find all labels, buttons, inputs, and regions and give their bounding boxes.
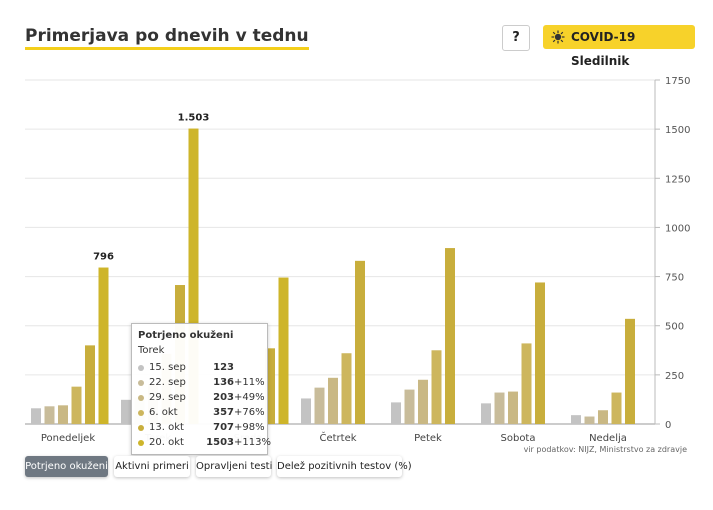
covid-tracker-label: COVID-19 Sledilnik xyxy=(571,30,636,68)
series-dot-icon xyxy=(138,425,144,431)
bar xyxy=(535,282,545,424)
bar xyxy=(341,353,352,424)
y-tick-label: 1500 xyxy=(665,125,690,136)
bar xyxy=(328,377,338,424)
bar xyxy=(85,345,95,424)
bar xyxy=(188,128,199,424)
tooltip-value: 203 xyxy=(213,392,234,403)
bar xyxy=(44,406,55,424)
data-source: vir podatkov: NIJZ, Ministrstvo za zdrav… xyxy=(523,445,687,454)
bar xyxy=(481,403,491,424)
tooltip-row: 6. okt 357 +76% xyxy=(138,407,265,421)
bar xyxy=(391,402,401,424)
tooltip-value: 707 xyxy=(213,422,234,433)
bar xyxy=(611,392,622,424)
y-tick-label: 0 xyxy=(665,420,671,431)
bar xyxy=(58,405,68,424)
tooltip-day: Torek xyxy=(138,345,165,356)
tooltip-value: 136 xyxy=(213,377,234,388)
tooltip-change: +98% xyxy=(234,422,265,433)
bar xyxy=(571,415,581,424)
covid-tracker-button[interactable]: COVID-19 Sledilnik xyxy=(543,25,695,68)
y-tick-label: 250 xyxy=(665,371,684,382)
metric-tab[interactable]: Opravljeni testi xyxy=(196,456,272,477)
bar xyxy=(625,318,635,424)
tooltip-date: 20. okt xyxy=(149,437,184,448)
tooltip-date: 15. sep xyxy=(149,362,186,373)
bar xyxy=(508,391,518,424)
bar xyxy=(98,267,109,424)
tooltip-change: +49% xyxy=(234,392,265,403)
tooltip-date: 22. sep xyxy=(149,377,186,388)
virus-icon xyxy=(551,30,565,44)
bar xyxy=(301,398,311,424)
bar xyxy=(494,392,505,424)
x-tick-label: Petek xyxy=(414,433,442,444)
metric-tab[interactable]: Delež pozitivnih testov (%) xyxy=(277,456,412,477)
data-label: 796 xyxy=(93,252,114,263)
tooltip-value: 357 xyxy=(213,407,234,418)
x-tick-label: Sobota xyxy=(501,433,536,444)
bar xyxy=(265,348,275,424)
bar xyxy=(445,248,455,424)
tooltip-row: 29. sep 203 +49% xyxy=(138,392,265,406)
series-dot-icon xyxy=(138,380,144,386)
chart-tooltip: Potrjeno okuženi Torek 15. sep 123 22. sep… xyxy=(131,323,271,455)
tooltip-date: 29. sep xyxy=(149,392,186,403)
help-button[interactable]: ? xyxy=(502,25,530,51)
series-dot-icon xyxy=(138,440,144,446)
tooltip-row: 20. okt 1503 +113% xyxy=(138,437,271,451)
metric-tab[interactable]: Aktivni primeri xyxy=(114,456,190,477)
tooltip-change: +113% xyxy=(234,437,271,448)
tooltip-value: 123 xyxy=(213,362,234,373)
x-tick-label: Nedelja xyxy=(589,433,627,444)
bar xyxy=(598,410,608,424)
series-dot-icon xyxy=(138,395,144,401)
bar xyxy=(418,379,428,424)
bar xyxy=(521,343,532,424)
y-tick-label: 750 xyxy=(665,273,684,284)
bar xyxy=(278,277,289,424)
tooltip-date: 6. okt xyxy=(149,407,178,418)
page-title: Primerjava po dnevih v tednu xyxy=(25,26,309,50)
tooltip-row: 22. sep 136 +11% xyxy=(138,377,265,391)
data-label: 1.503 xyxy=(178,113,210,124)
bar xyxy=(121,399,131,424)
tooltip-row: 13. okt 707 +98% xyxy=(138,422,265,436)
x-tick-label: Četrtek xyxy=(319,431,356,444)
tooltip-value: 1503 xyxy=(206,437,234,448)
x-tick-label: Ponedeljek xyxy=(41,433,95,444)
tooltip-change: +11% xyxy=(234,377,265,388)
y-tick-label: 1250 xyxy=(665,174,690,185)
metric-tab[interactable]: Potrjeno okuženi xyxy=(25,456,108,477)
y-tick-label: 1000 xyxy=(665,223,690,234)
bar xyxy=(31,408,41,424)
tooltip-row: 15. sep 123 xyxy=(138,362,264,376)
series-dot-icon xyxy=(138,410,144,416)
bar xyxy=(584,416,595,424)
bar xyxy=(314,387,325,424)
y-tick-label: 1750 xyxy=(665,76,690,87)
bar xyxy=(431,350,442,424)
bar xyxy=(71,386,82,424)
bar xyxy=(404,389,415,424)
tooltip-date: 13. okt xyxy=(149,422,184,433)
y-tick-label: 500 xyxy=(665,322,684,333)
bar xyxy=(355,260,365,424)
tooltip-title: Potrjeno okuženi xyxy=(138,330,234,341)
tooltip-change: +76% xyxy=(234,407,265,418)
series-dot-icon xyxy=(138,365,144,371)
